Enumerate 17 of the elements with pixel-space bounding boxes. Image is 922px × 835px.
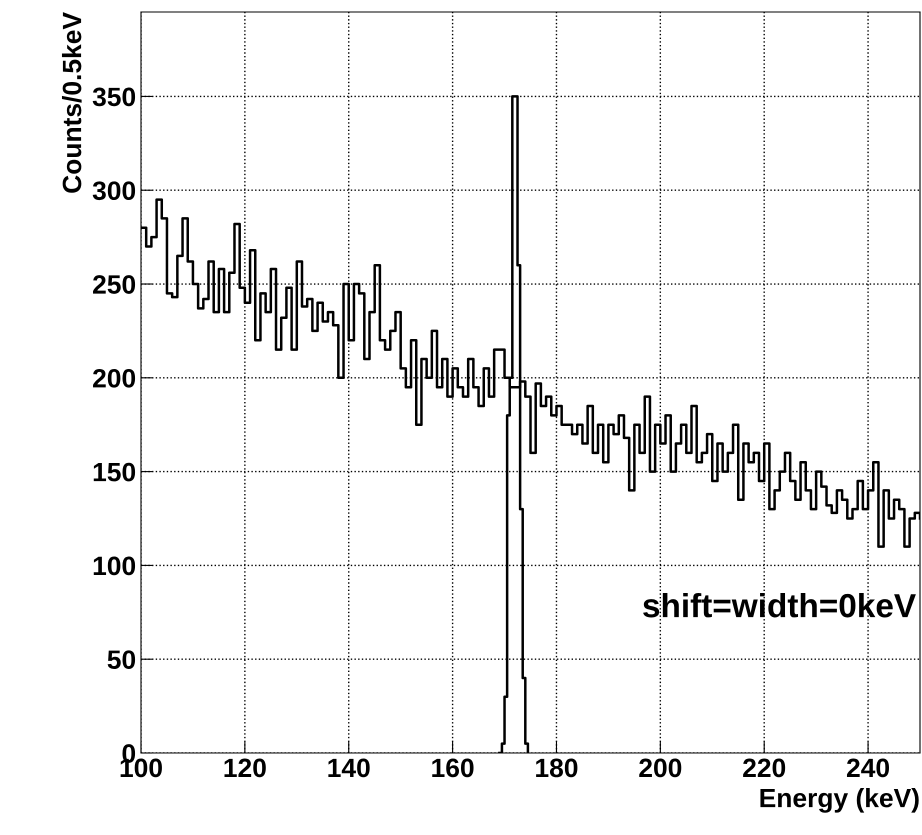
x-tick-label: 200 <box>639 758 682 778</box>
x-tick-label: 180 <box>536 758 578 778</box>
x-tick-label: 220 <box>743 758 786 778</box>
x-tick-label: 240 <box>846 758 889 778</box>
y-tick-label: 350 <box>92 88 136 106</box>
x-tick-label: 120 <box>224 758 266 778</box>
x-axis-title: Energy (keV) <box>760 788 919 813</box>
annotation: shift=width=0keV <box>643 592 916 618</box>
y-axis-title: Counts/0.5keV <box>62 12 82 193</box>
y-tick-label: 300 <box>92 181 136 200</box>
y-tick-label: 200 <box>93 368 136 388</box>
x-tick-label: 140 <box>328 758 370 778</box>
y-tick-label: 50 <box>108 650 136 670</box>
y-tick-label: 150 <box>94 462 136 482</box>
x-tick-label: 160 <box>432 758 474 778</box>
y-tick-label: 250 <box>93 275 136 294</box>
y-tick-label: 100 <box>94 556 136 576</box>
